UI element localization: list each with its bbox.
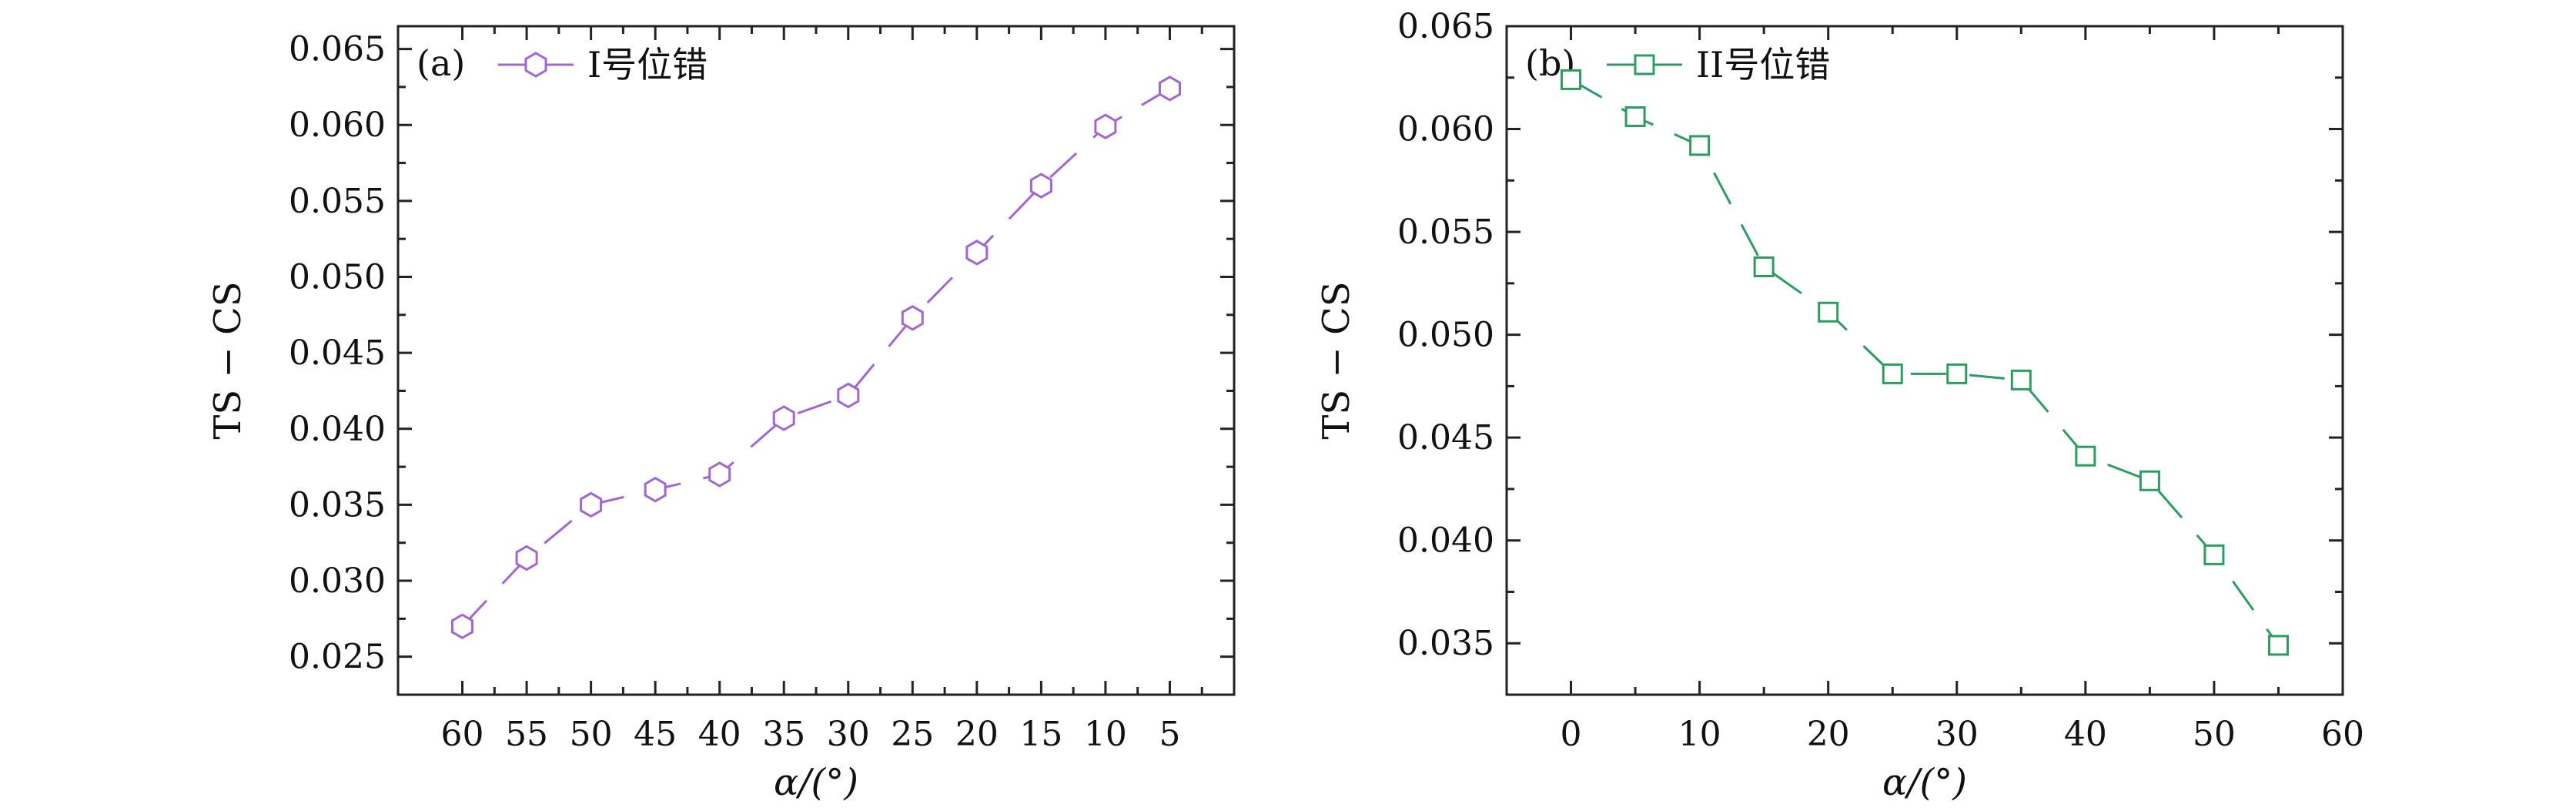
y-tick-label: 0.065 [289, 30, 386, 69]
y-tick-label: 0.065 [1397, 7, 1494, 46]
plot-frame [1505, 25, 2344, 696]
y-tick-label: 0.060 [289, 106, 386, 145]
y-tick-label: 0.025 [289, 638, 386, 677]
legend-label: II号位错 [1696, 44, 1830, 85]
x-tick-label: 45 [634, 715, 677, 754]
x-tick-label: 30 [1935, 715, 1979, 754]
panel-label: (a) [417, 42, 465, 84]
x-tick-label: 15 [1019, 715, 1062, 754]
y-tick-label: 0.055 [289, 182, 386, 221]
legend-marker [524, 52, 547, 78]
x-tick-label: 10 [1678, 715, 1721, 754]
x-tick-label: 30 [827, 715, 870, 754]
data-point [965, 240, 989, 266]
data-point [901, 305, 924, 331]
data-point [1561, 69, 1582, 90]
y-tick-label: 0.040 [289, 410, 386, 449]
data-point [1753, 256, 1775, 277]
x-tick-label: 40 [2064, 715, 2107, 754]
data-point [2010, 369, 2032, 390]
x-tick-label: 5 [1159, 715, 1180, 754]
data-point [708, 461, 731, 488]
data-point [1818, 301, 1839, 323]
x-tick-label: 60 [2321, 715, 2364, 754]
series-line [1570, 79, 2280, 646]
chart-panel-b: 0 10 20 30 40 50 60 0.035 0.040 0.045 0.050 0.055 0.… [1315, 7, 2364, 804]
y-tick-label: 0.060 [1397, 110, 1494, 149]
y-tick-label: 0.040 [1397, 521, 1494, 561]
x-tick-label: 50 [2193, 715, 2236, 754]
x-tick-label: 35 [762, 715, 805, 754]
x-tick-label: 20 [955, 715, 999, 754]
data-point [515, 545, 538, 571]
data-point [2267, 635, 2289, 656]
x-tick-label: 40 [698, 715, 741, 754]
x-tick-label: 0 [1561, 715, 1582, 754]
x-axis-title: α/(°) [774, 761, 858, 804]
data-point [1624, 106, 1646, 128]
data-point [2203, 544, 2225, 565]
y-tick-label: 0.050 [289, 258, 386, 297]
data-point [772, 405, 795, 431]
data-point [837, 382, 860, 409]
y-axis-title: TS − CS [206, 281, 249, 439]
y-tick-label: 0.045 [1397, 418, 1494, 457]
data-point [1094, 113, 1117, 139]
y-tick-label: 0.035 [1397, 624, 1494, 663]
data-point [1159, 75, 1181, 102]
data-point [580, 491, 603, 518]
data-point [1946, 363, 1968, 384]
data-point [2139, 470, 2160, 491]
x-tick-label: 25 [891, 715, 934, 754]
legend-marker [1634, 54, 1655, 75]
data-point [644, 476, 667, 503]
x-tick-label: 20 [1807, 715, 1850, 754]
data-point [451, 613, 473, 639]
x-axis-title: α/(°) [1882, 761, 1967, 804]
legend-label: I号位错 [587, 44, 708, 85]
y-tick-label: 0.050 [1397, 316, 1494, 355]
data-point [1689, 135, 1711, 156]
y-tick-label: 0.030 [289, 561, 386, 601]
y-tick-label: 0.035 [289, 485, 386, 524]
y-tick-label: 0.055 [1397, 213, 1494, 252]
x-tick-label: 60 [441, 715, 484, 754]
data-point [1882, 363, 1903, 384]
x-tick-label: 50 [570, 715, 613, 754]
data-point [1029, 173, 1052, 199]
y-axis-title: TS − CS [1315, 281, 1358, 439]
x-tick-label: 10 [1084, 715, 1127, 754]
data-point [2075, 445, 2096, 467]
x-tick-label: 55 [505, 715, 548, 754]
chart-panel-a: 60 55 50 45 40 35 30 25 20 15 10 5 0.025 0.030 0.035 0.… [206, 25, 1236, 804]
y-tick-label: 0.045 [289, 333, 386, 373]
series-line [461, 87, 1171, 628]
